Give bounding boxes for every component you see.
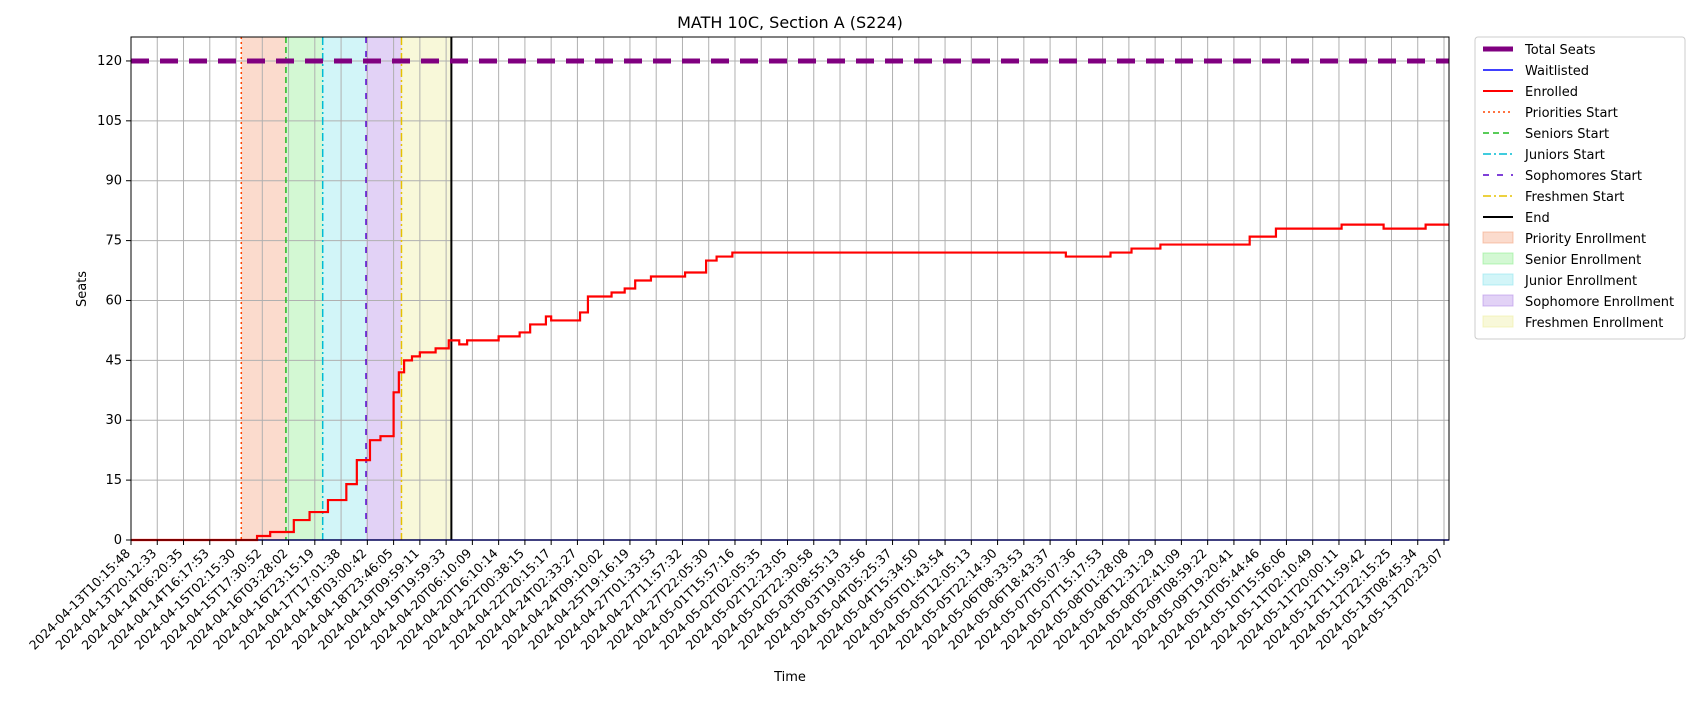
region-0 xyxy=(241,37,286,540)
legend-box xyxy=(1474,36,1686,340)
region-3 xyxy=(366,37,402,540)
y-tick-label: 75 xyxy=(105,234,122,249)
y-tick-label: 60 xyxy=(105,293,122,308)
legend-swatch xyxy=(1482,315,1514,328)
legend-label: Sophomores Start xyxy=(1525,169,1642,184)
legend-swatch xyxy=(1482,294,1514,307)
chart-title: MATH 10C, Section A (S224) xyxy=(677,13,903,32)
y-axis: 0 15 30 45 60 75 90 105 120 xyxy=(97,54,131,548)
phase-lines-layer xyxy=(240,37,453,540)
legend-label: Seniors Start xyxy=(1525,127,1609,142)
y-tick-label: 105 xyxy=(97,114,122,129)
legend-label: Freshmen Start xyxy=(1525,190,1624,205)
legend-label: End xyxy=(1525,211,1550,226)
legend-label: Sophomore Enrollment xyxy=(1525,295,1674,310)
legend-label: Juniors Start xyxy=(1524,148,1605,163)
x-axis: 2024-04-13T10:15:482024-04-13T20:12:3320… xyxy=(26,540,1446,653)
y-tick-label: 0 xyxy=(114,533,122,548)
legend-label: Senior Enrollment xyxy=(1525,253,1641,268)
y-tick-label: 90 xyxy=(105,174,122,189)
y-tick-label: 15 xyxy=(105,473,122,488)
y-tick-label: 30 xyxy=(105,413,122,428)
legend-label: Priority Enrollment xyxy=(1525,232,1646,247)
legend-label: Junior Enrollment xyxy=(1524,274,1637,289)
legend-label: Priorities Start xyxy=(1525,106,1618,121)
legend: Total Seats Waitlisted Enrolled Priorities … xyxy=(1474,36,1686,340)
grid-layer xyxy=(130,37,1449,541)
series-line-2 xyxy=(131,223,1450,542)
legend-swatch xyxy=(1482,231,1514,244)
y-tick-label: 45 xyxy=(105,353,122,368)
region-4 xyxy=(401,37,452,540)
legend-swatch xyxy=(1482,252,1514,265)
region-2 xyxy=(322,37,367,540)
legend-label: Freshmen Enrollment xyxy=(1525,316,1663,331)
y-tick-label: 120 xyxy=(97,54,122,69)
x-axis-label: Time xyxy=(773,670,806,685)
legend-label: Enrolled xyxy=(1525,85,1578,100)
region-1 xyxy=(285,37,323,540)
plot-frame xyxy=(130,36,1450,541)
legend-label: Waitlisted xyxy=(1525,64,1589,79)
legend-label: Total Seats xyxy=(1524,43,1596,58)
y-axis-label: Seats xyxy=(75,271,90,307)
legend-swatch xyxy=(1482,273,1514,286)
